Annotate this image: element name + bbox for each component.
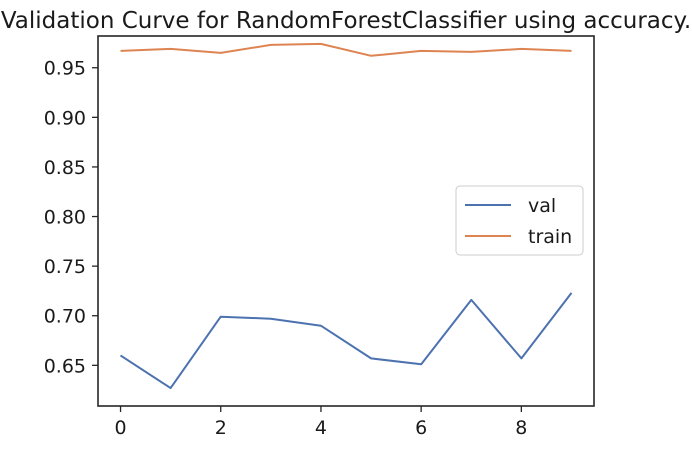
- x-axis: 0 2 4 6 8: [114, 406, 527, 439]
- y-axis: 0.65 0.70 0.75 0.80 0.85 0.90 0.95: [44, 58, 98, 377]
- series-layer: [119, 42, 573, 390]
- y-tick-label: 0.65: [44, 355, 86, 377]
- x-tick-label: 4: [315, 417, 327, 439]
- series-line-train: [120, 42, 572, 57]
- x-tick-label: 2: [215, 417, 227, 439]
- chart-title: Validation Curve for RandomForestClassif…: [1, 8, 691, 34]
- y-tick-label: 0.80: [44, 207, 86, 229]
- y-tick-label: 0.75: [44, 256, 86, 278]
- x-tick-label: 0: [114, 417, 126, 439]
- x-tick-label: 8: [515, 417, 527, 439]
- y-tick-label: 0.90: [44, 107, 86, 129]
- y-tick-label: 0.95: [44, 58, 86, 80]
- legend: val train: [455, 185, 584, 256]
- x-tick-label: 6: [415, 417, 427, 439]
- y-tick-label: 0.70: [44, 306, 86, 328]
- legend-box: [455, 185, 584, 256]
- y-tick-label: 0.85: [44, 157, 86, 179]
- legend-label-val: val: [528, 195, 556, 217]
- legend-label-train: train: [528, 226, 572, 248]
- series-line-val: [119, 292, 573, 390]
- plot-frame: [97, 35, 595, 407]
